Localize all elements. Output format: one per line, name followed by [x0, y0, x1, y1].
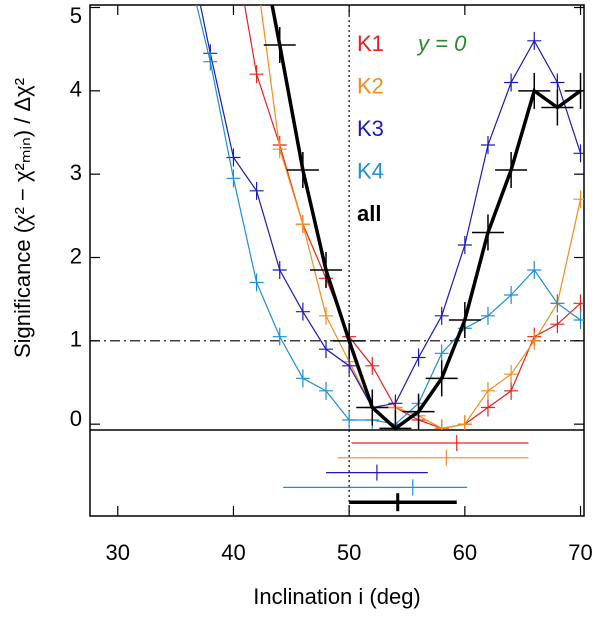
data-point	[286, 152, 319, 188]
data-point	[342, 411, 357, 429]
data-point	[480, 381, 495, 400]
data-point	[504, 381, 519, 400]
data-point	[527, 261, 542, 279]
data-point	[480, 306, 495, 325]
data-point	[480, 398, 495, 417]
data-point	[295, 215, 310, 234]
data-point	[379, 410, 412, 430]
data-point	[272, 261, 287, 279]
data-point	[541, 89, 574, 126]
legend-label: K3	[357, 116, 384, 141]
data-point	[319, 340, 334, 359]
data-point	[425, 360, 458, 397]
x-axis-label: Inclination i (deg)	[253, 584, 421, 609]
x-tick-label: 30	[106, 540, 130, 565]
data-point	[504, 73, 519, 92]
data-point	[319, 306, 334, 325]
data-point	[263, 27, 296, 63]
data-point	[249, 65, 264, 84]
data-point	[356, 389, 389, 426]
data-point	[564, 72, 584, 109]
data-point	[434, 344, 449, 363]
data-point	[365, 356, 380, 375]
data-point	[550, 315, 565, 334]
data-point	[333, 322, 366, 359]
data-point	[319, 381, 334, 400]
main-panel	[196, 5, 584, 430]
data-point	[504, 365, 519, 384]
data-point	[495, 152, 528, 188]
series-line	[196, 5, 581, 425]
annotation: y = 0	[416, 31, 467, 56]
data-point	[295, 369, 310, 388]
data-point	[518, 72, 551, 109]
x-tick-label: 40	[221, 540, 245, 565]
y-tick-label: 3	[70, 160, 82, 185]
data-point	[388, 394, 403, 413]
data-point	[272, 140, 287, 159]
data-point	[272, 327, 287, 346]
data-point	[249, 273, 264, 292]
data-point	[249, 181, 264, 200]
data-point	[310, 252, 343, 288]
y-tick-label: 1	[70, 327, 82, 352]
series-line	[199, 5, 582, 409]
data-point	[457, 415, 472, 430]
data-point	[550, 294, 565, 313]
data-point	[226, 169, 241, 188]
data-point	[402, 393, 435, 430]
data-point	[434, 419, 449, 430]
y-tick-label: 0	[70, 406, 82, 431]
legend-label: K2	[357, 73, 384, 98]
data-point	[504, 286, 519, 304]
data-point	[342, 356, 357, 375]
data-point	[527, 331, 542, 350]
y-tick-label: 4	[70, 77, 82, 102]
y-axis-label: Significance (χ² − χ²ₘᵢₙ) / Δχ²	[10, 78, 35, 358]
legend-label: K1	[357, 31, 384, 56]
data-point	[411, 348, 426, 367]
legend-label: K4	[357, 158, 384, 183]
plot-frame	[89, 4, 585, 517]
data-point	[203, 52, 218, 71]
data-point	[550, 73, 565, 92]
x-tick-label: 50	[337, 540, 361, 565]
series-line	[243, 5, 581, 429]
legend-label: all	[357, 201, 381, 226]
x-tick-label: 70	[568, 540, 592, 565]
data-point	[573, 190, 584, 209]
data-point	[573, 294, 584, 313]
data-point	[448, 302, 481, 338]
x-tick-label: 60	[453, 540, 477, 565]
data-point	[457, 236, 472, 254]
data-point	[471, 214, 504, 251]
data-point	[527, 31, 542, 50]
data-point	[295, 302, 310, 321]
y-tick-label: 2	[70, 243, 82, 268]
y-tick-label: 5	[70, 3, 82, 28]
data-point	[573, 311, 584, 329]
data-point	[573, 144, 584, 163]
data-point	[480, 136, 495, 154]
data-point	[434, 306, 449, 325]
